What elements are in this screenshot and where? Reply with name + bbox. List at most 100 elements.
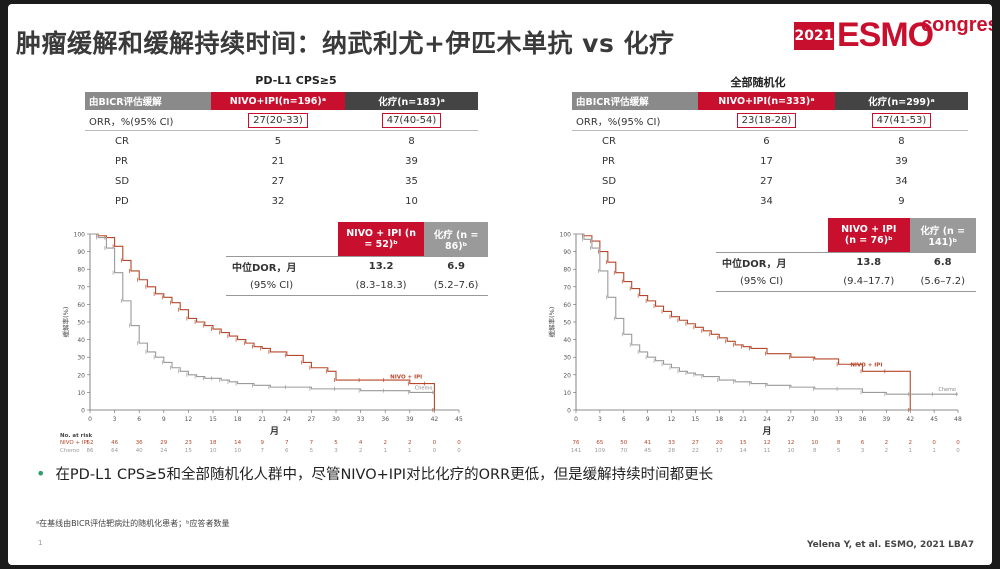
col-header-label: 由BICR评估缓解 — [572, 92, 699, 110]
y-tick-label: 60 — [77, 302, 85, 309]
risk-value: 65 — [596, 440, 603, 446]
risk-value: 2 — [383, 440, 387, 446]
risk-value: 15 — [740, 440, 747, 446]
table-row: PD 34 9 — [602, 195, 905, 207]
risk-value: 46 — [111, 440, 118, 446]
highlight-box: 27(20-33) — [248, 112, 308, 128]
risk-value: 23 — [185, 440, 192, 446]
risk-value: 40 — [136, 448, 143, 454]
x-tick-label: 39 — [406, 416, 414, 423]
table-row: 中位DOR，月 13.2 6.9 — [226, 256, 488, 276]
series-label-nivo-ipi: NIVO + IPI — [390, 375, 422, 381]
col-header-nivo: NIVO+IPI(n=196)ᵃ — [210, 92, 346, 110]
y-tick-label: 10 — [563, 390, 571, 397]
x-tick-label: 18 — [234, 416, 242, 423]
x-tick-label: 39 — [883, 416, 891, 423]
risk-value: 5 — [310, 448, 314, 454]
highlight-box: 47(40-54) — [381, 112, 442, 128]
summary-bullet: • 在PD-L1 CPS≥5和全部随机化人群中，尽管NIVO+IPI对比化疗的OR… — [36, 464, 714, 483]
y-tick-label: 50 — [563, 320, 571, 327]
logo-congress: congress — [921, 14, 992, 36]
risk-value: 12 — [764, 440, 771, 446]
series-label-chemo: Chemo — [938, 387, 956, 393]
y-tick-label: 90 — [563, 249, 571, 256]
x-tick-label: 30 — [332, 416, 340, 423]
x-tick-label: 12 — [185, 416, 193, 423]
risk-value: 2 — [359, 448, 363, 454]
risk-value: 3 — [334, 448, 338, 454]
risk-value: 1 — [909, 448, 913, 454]
risk-value: 33 — [668, 440, 675, 446]
risk-value: 36 — [136, 440, 143, 446]
right-dor-table: NIVO + IPI (n = 76)ᵇ 化疗 (n = 141)ᵇ 中位DOR… — [716, 218, 976, 292]
x-tick-label: 15 — [209, 416, 217, 423]
risk-value: 86 — [87, 448, 94, 454]
x-tick-label: 48 — [954, 416, 962, 423]
risk-value: 41 — [644, 440, 651, 446]
series-label-nivo-ipi: NIVO + IPI — [850, 362, 882, 368]
risk-value: 2 — [408, 440, 412, 446]
left-response-table: 由BICR评估缓解 NIVO+IPI(n=196)ᵃ 化疗(n=183)ᵃ OR… — [85, 92, 478, 211]
x-tick-label: 18 — [715, 416, 723, 423]
y-tick-label: 10 — [77, 390, 85, 397]
x-tick-label: 33 — [357, 416, 365, 423]
citation: Yelena Y, et al. ESMO, 2021 LBA7 — [806, 540, 974, 550]
x-tick-label: 0 — [88, 416, 92, 423]
km-curve-chemo — [576, 233, 958, 395]
risk-value: 50 — [620, 440, 627, 446]
risk-value: 141 — [571, 448, 582, 454]
y-tick-label: 50 — [77, 320, 85, 327]
risk-table-label: No. at risk — [60, 433, 93, 439]
risk-value: 20 — [716, 440, 723, 446]
y-tick-label: 90 — [77, 249, 85, 256]
x-tick-label: 36 — [381, 416, 389, 423]
col-header-chemo: 化疗(n=183)ᵃ — [345, 92, 478, 110]
risk-value: 8 — [837, 440, 841, 446]
x-tick-label: 9 — [646, 416, 650, 423]
risk-value: 0 — [433, 448, 437, 454]
table-row: PD 32 10 — [115, 195, 418, 207]
footnote: ᵃ在基线由BICR评估靶病灶的随机化患者；ᵇ应答者数量 — [36, 519, 230, 528]
table-row: (95% CI) (9.4–17.7) (5.6–7.2) — [716, 272, 976, 292]
risk-value: 109 — [595, 448, 606, 454]
risk-row-label: NIVO + IPI — [60, 440, 89, 446]
x-tick-label: 3 — [598, 416, 602, 423]
table-row: PR 21 39 — [115, 155, 418, 167]
y-tick-label: 40 — [563, 337, 571, 344]
risk-value: 14 — [740, 448, 747, 454]
x-tick-label: 15 — [692, 416, 700, 423]
y-tick-label: 0 — [567, 408, 571, 415]
km-curve-nivo-ipi — [90, 233, 435, 410]
risk-value: 5 — [334, 440, 338, 446]
y-tick-label: 100 — [74, 232, 86, 239]
col-header-chemo: 化疗(n=299)ᵃ — [834, 92, 968, 110]
x-tick-label: 6 — [622, 416, 626, 423]
dor-header-nivo: NIVO + IPI (n = 76)ᵇ — [828, 218, 910, 253]
risk-value: 5 — [837, 448, 841, 454]
risk-value: 27 — [692, 440, 699, 446]
risk-value: 6 — [861, 440, 865, 446]
risk-value: 0 — [457, 440, 461, 446]
right-response-table: 由BICR评估缓解 NIVO+IPI(n=333)ᵃ 化疗(n=299)ᵃ OR… — [572, 92, 968, 211]
dor-header-chemo: 化疗 (n = 86)ᵇ — [424, 222, 488, 257]
bullet-icon: • — [36, 464, 46, 483]
risk-value: 8 — [813, 448, 817, 454]
y-tick-label: 80 — [77, 267, 85, 274]
x-tick-label: 42 — [431, 416, 439, 423]
slide-title: 肿瘤缓解和缓解持续时间：纳武利尤+伊匹木单抗 vs 化疗 — [16, 29, 675, 58]
risk-value: 10 — [234, 448, 241, 454]
table-row: ORR，%(95% CI) 23(18-28) 47(41-53) — [572, 110, 968, 131]
risk-row-label: Chemo — [60, 448, 80, 454]
km-curve-nivo-ipi — [576, 233, 911, 410]
y-axis-label: 缓解率(%) — [61, 307, 70, 338]
risk-value: 11 — [764, 448, 771, 454]
risk-value: 17 — [716, 448, 723, 454]
y-tick-label: 70 — [77, 284, 85, 291]
risk-value: 76 — [573, 440, 580, 446]
y-axis-label: 缓解率(%) — [547, 307, 556, 338]
page-mark: 1 — [38, 539, 43, 547]
right-panel-heading: 全部随机化 — [730, 76, 786, 89]
highlight-box: 23(18-28) — [736, 112, 797, 128]
table-row: CR 6 8 — [602, 135, 905, 147]
